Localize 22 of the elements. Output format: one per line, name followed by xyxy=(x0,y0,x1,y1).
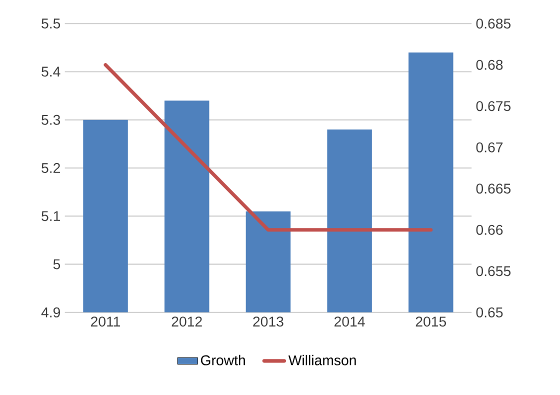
legend-label: Growth xyxy=(200,354,245,366)
y-tick-label: 5.5 xyxy=(42,18,60,29)
y-tick-label: 5.2 xyxy=(42,163,60,174)
y2-tick-label: 0.65 xyxy=(476,307,503,318)
y2-tick-label: 0.665 xyxy=(476,184,511,194)
x-tick-label: 2014 xyxy=(334,316,365,327)
y-tick-label: 5.1 xyxy=(42,211,60,222)
y2-tick-label: 0.675 xyxy=(476,101,511,112)
y2-tick-label: 0.67 xyxy=(476,142,503,152)
y2-tick-label: 0.66 xyxy=(476,224,503,235)
y-tick-label: 5.4 xyxy=(42,66,60,77)
x-tick-label: 2012 xyxy=(172,316,202,327)
y-tick-label: 5 xyxy=(53,259,60,270)
x-tick-label: 2015 xyxy=(416,316,446,327)
x-tick-label: 2011 xyxy=(91,316,120,327)
y-tick-label: 5.3 xyxy=(42,114,60,125)
x-tick-label: 2013 xyxy=(253,316,284,327)
y-tick-label: 4.9 xyxy=(41,307,60,318)
legend-label: Williamson xyxy=(288,354,356,366)
y2-tick-label: 0.685 xyxy=(476,18,511,29)
y2-tick-label: 0.68 xyxy=(476,60,503,70)
y2-tick-label: 0.655 xyxy=(476,266,511,276)
